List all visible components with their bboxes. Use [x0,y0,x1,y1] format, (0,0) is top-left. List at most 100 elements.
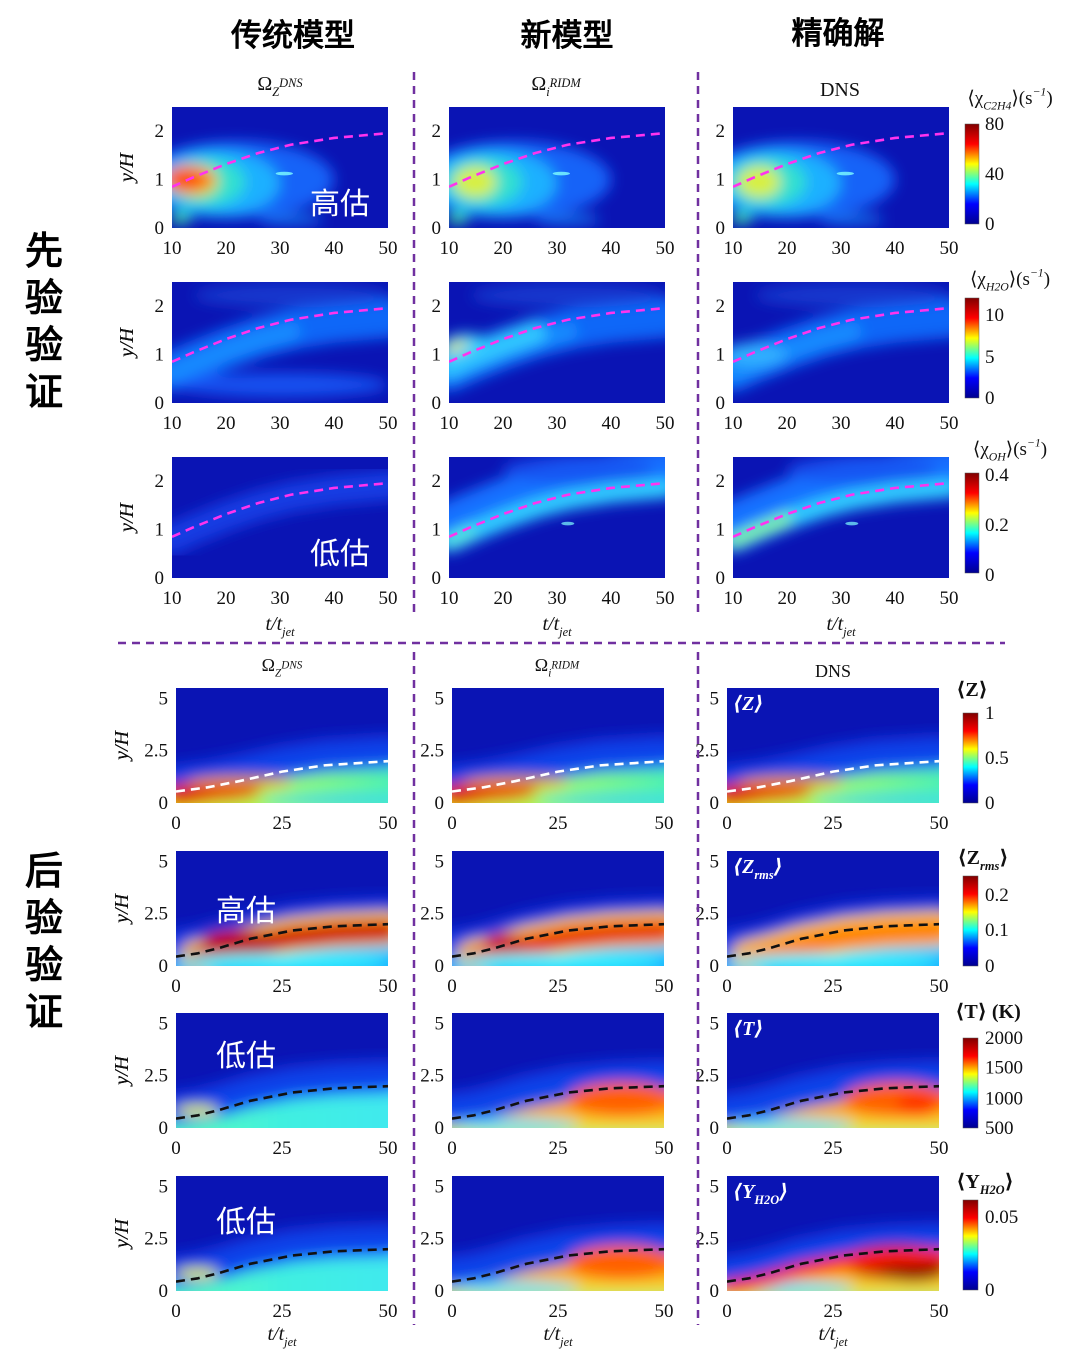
y-tick-label: 5 [159,688,169,709]
heatmap-posterior-r1-c1 [176,688,388,803]
y-tick-label: 0 [159,793,169,814]
mean-boundary-curve [176,922,388,958]
x-tick-label: 40 [325,588,344,609]
x-tick-label: 20 [217,238,236,259]
x-tick-label: 10 [163,588,182,609]
y-tick-label: 2.5 [420,1229,444,1250]
y-tick-label: 2.5 [695,904,719,925]
heatmap-posterior-r3-c3 [727,1013,939,1128]
column-title: ΩZDNS [262,655,303,679]
y-tick-label: 1 [716,520,726,541]
colorbar [964,297,980,399]
y-tick-label: 0 [159,1281,169,1302]
colorbar-label-part: ⟨Z⟩ [956,679,988,701]
colorbar-label: ⟨T⟩ (K) [955,1001,1021,1023]
colorbar-label-part: −1 [1032,85,1046,98]
x-tick-label: 50 [656,413,675,434]
column-title-part: DNS [815,661,851,681]
x-tick-label: 50 [379,976,398,997]
heatmap-field [172,140,334,226]
heatmap-posterior-r4-c1 [176,1176,388,1291]
colorbar-tick: 0.5 [985,748,1009,769]
heatmap-field [452,894,664,966]
column-title-part: Ω [535,655,548,675]
colorbar-label-part: ) [1041,439,1047,460]
y-axis-label: y/H [116,502,138,534]
heatmap-posterior-r1-c2 [452,688,664,803]
heatmap-field [172,283,388,397]
heatmap-prior-r1-c1 [172,107,388,228]
x-tick-label: 30 [832,413,851,434]
y-tick-label: 1 [432,520,442,541]
y-tick-label: 0 [435,1118,445,1139]
panel-variable-label: ⟨Z⟩ [733,693,764,715]
y-tick-label: 2.5 [420,1066,444,1087]
y-tick-label: 2 [716,471,726,492]
y-axis-label: y/H [111,1055,133,1087]
y-axis-label: y/H [116,502,138,534]
colorbar-tick: 40 [985,164,1004,185]
x-tick-label: 0 [722,813,732,834]
y-tick-label: 0 [435,793,445,814]
x-tick-label: 50 [930,976,949,997]
overestimate-annotation: 高估 [310,187,370,222]
y-tick-label: 2 [716,296,726,317]
heatmap-posterior-r3-c2 [452,1013,664,1128]
x-axis-label-part: t/t [826,613,843,635]
panel-variable-label-part: ⟩ [773,856,783,878]
x-tick-label: 25 [549,1301,568,1322]
x-axis-label-part: jet [280,625,295,639]
x-tick-label: 30 [548,413,567,434]
x-tick-label: 20 [217,588,236,609]
x-tick-label: 50 [379,588,398,609]
y-tick-label: 5 [435,1176,445,1197]
x-tick-label: 40 [325,238,344,259]
x-tick-label: 0 [722,1138,732,1159]
x-tick-label: 0 [722,1301,732,1322]
y-tick-label: 5 [435,688,445,709]
colorbar-tick: 0 [985,793,995,814]
heatmap-field [176,894,388,966]
column-title: ΩZDNS [257,73,302,99]
x-tick-label: 0 [171,813,181,834]
overestimate-annotation: 低估 [310,537,370,572]
heatmap-field [449,283,665,392]
x-axis-label-part: jet [558,1335,573,1349]
x-tick-label: 0 [171,1301,181,1322]
heatmap-prior-r1-c3 [733,107,949,228]
x-axis-label-part: t/t [543,1323,560,1345]
x-tick-label: 20 [778,238,797,259]
y-axis-label: y/H [111,1055,133,1087]
x-tick-label: 50 [379,813,398,834]
y-tick-label: 2.5 [420,904,444,925]
y-tick-label: 5 [435,1013,445,1034]
x-tick-label: 30 [832,588,851,609]
heatmap-prior-r3-c1 [172,457,388,578]
heatmap-field [733,283,949,392]
x-tick-label: 50 [379,1301,398,1322]
x-tick-label: 50 [656,238,675,259]
colorbar-label: ⟨χOH⟩(s−1) [973,436,1047,463]
colorbar-label-part: ⟩ [1005,1171,1014,1193]
section-label-char: 验 [25,276,63,320]
y-tick-label: 0 [710,956,720,977]
colorbar-label-part: ) [1044,269,1050,290]
x-tick-label: 0 [171,1138,181,1159]
y-tick-label: 2 [155,296,165,317]
x-axis-label-part: t/t [818,1323,835,1345]
column-title-part: RIDM [550,659,580,671]
colorbar-label-part: ⟨χ [970,269,986,290]
x-tick-label: 50 [379,1138,398,1159]
panel-variable-label-part: ⟨Z [733,856,754,878]
colorbar-tick: 80 [985,114,1004,135]
x-tick-label: 10 [163,413,182,434]
x-tick-label: 50 [930,813,949,834]
y-tick-label: 1 [432,170,442,191]
x-axis-label: t/tjet [818,1323,848,1349]
x-tick-label: 30 [548,588,567,609]
y-tick-label: 1 [716,345,726,366]
heatmap-posterior-r4-c2 [452,1176,664,1291]
column-title-part: i [548,667,551,679]
panel-variable-label-part: ⟨Z⟩ [733,693,764,715]
